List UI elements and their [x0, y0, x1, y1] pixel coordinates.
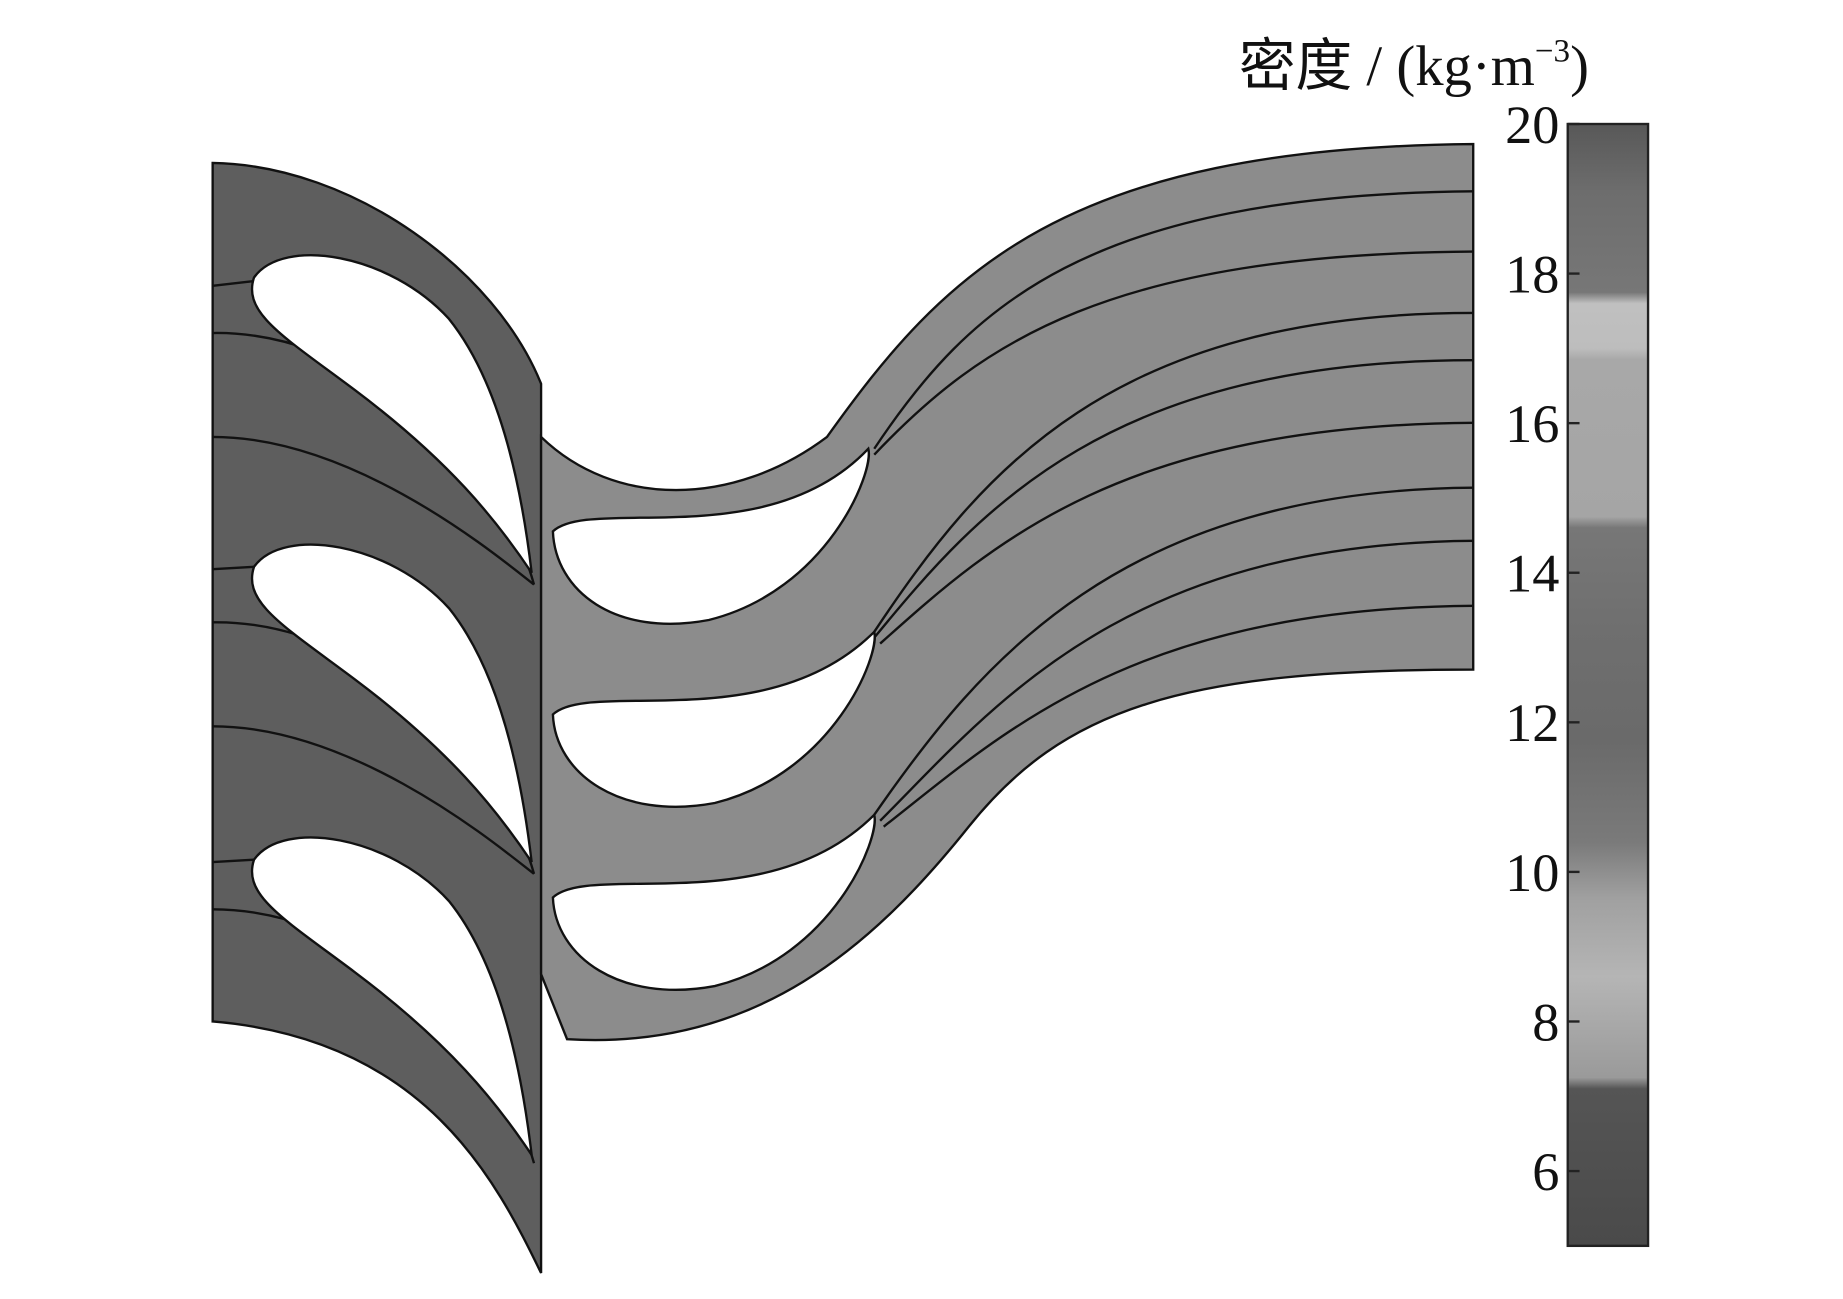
tick-label: 6 — [1532, 1142, 1559, 1202]
tick-label: 8 — [1532, 992, 1559, 1052]
rotor-domain — [539, 142, 1475, 1042]
tick-label: 12 — [1505, 693, 1559, 753]
tick-label: 16 — [1505, 394, 1559, 454]
colorbar-label: 密度 / (kg·m−3) — [1239, 33, 1589, 98]
stator-domain — [211, 161, 543, 1274]
colorbar-label-exponent: −3 — [1535, 33, 1570, 69]
colorbar — [1566, 122, 1650, 1248]
colorbar-ticks: 6 8 10 12 14 16 18 20 — [1505, 95, 1580, 1202]
tick-label: 20 — [1505, 95, 1559, 155]
colorbar-label-text: 密度 / (kg·m — [1239, 35, 1535, 98]
tick-label: 18 — [1505, 244, 1559, 304]
tick-label: 10 — [1505, 843, 1559, 903]
colorbar-label-close: ) — [1570, 35, 1589, 98]
tick-label: 14 — [1505, 544, 1559, 604]
